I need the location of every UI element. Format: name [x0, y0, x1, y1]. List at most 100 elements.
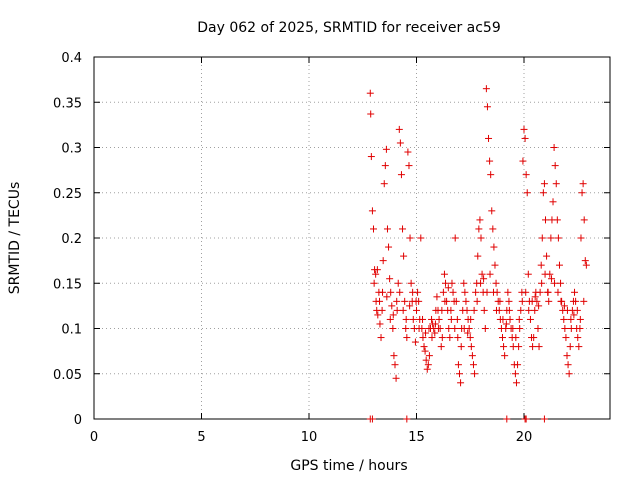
- data-point: [449, 288, 457, 296]
- data-point: [373, 266, 381, 274]
- data-point: [441, 297, 449, 305]
- data-point: [399, 306, 407, 314]
- data-point: [376, 320, 384, 328]
- data-point: [442, 279, 450, 287]
- data-point: [563, 352, 571, 360]
- data-point: [512, 379, 520, 387]
- data-point: [531, 306, 539, 314]
- data-point: [435, 315, 443, 323]
- y-tick-label: 0.05: [53, 368, 82, 383]
- data-point: [506, 315, 514, 323]
- data-point: [504, 288, 512, 296]
- data-point: [581, 257, 589, 265]
- data-point: [386, 275, 394, 283]
- data-point: [557, 297, 565, 305]
- data-point: [444, 284, 452, 292]
- data-point: [538, 234, 546, 242]
- data-point: [578, 189, 586, 197]
- data-point: [397, 171, 405, 179]
- data-point: [512, 334, 520, 342]
- data-point: [374, 311, 382, 319]
- data-point: [422, 356, 430, 364]
- data-point: [539, 189, 547, 197]
- data-point: [405, 162, 413, 170]
- data-point: [419, 334, 427, 342]
- data-point: [380, 180, 388, 188]
- data-point: [551, 162, 559, 170]
- data-point: [411, 338, 419, 346]
- data-point: [451, 234, 459, 242]
- data-point: [536, 288, 544, 296]
- data-point: [474, 252, 482, 260]
- data-point: [560, 302, 568, 310]
- data-point: [402, 325, 410, 332]
- data-point: [399, 225, 407, 233]
- data-point: [499, 315, 507, 323]
- data-point: [531, 293, 539, 301]
- data-point: [482, 85, 490, 93]
- data-point: [368, 415, 376, 423]
- data-point: [535, 343, 543, 351]
- data-point: [386, 315, 394, 323]
- data-point: [403, 334, 411, 342]
- data-point: [570, 311, 578, 319]
- data-point: [460, 279, 468, 287]
- data-point: [379, 257, 387, 265]
- data-point: [520, 125, 528, 133]
- data-point: [486, 270, 494, 278]
- data-point: [393, 306, 401, 314]
- data-point: [379, 288, 387, 296]
- data-point: [505, 297, 513, 305]
- data-point: [469, 361, 477, 369]
- data-point: [541, 270, 549, 278]
- data-point: [562, 334, 570, 342]
- data-point: [464, 329, 472, 337]
- data-point: [481, 325, 489, 332]
- data-point: [567, 315, 575, 323]
- data-point: [530, 334, 538, 342]
- data-point: [551, 279, 559, 287]
- y-tick-label: 0.25: [53, 187, 82, 202]
- data-point: [424, 361, 432, 369]
- data-point: [396, 288, 404, 296]
- data-point: [529, 343, 537, 351]
- data-point: [473, 297, 481, 305]
- axis-ticks: [93, 56, 610, 420]
- data-point: [376, 297, 384, 305]
- data-point: [385, 243, 393, 251]
- data-point: [553, 216, 561, 224]
- data-point: [428, 334, 436, 342]
- x-axis-title: GPS time / hours: [290, 458, 407, 474]
- data-point: [564, 361, 572, 369]
- data-point: [485, 134, 493, 142]
- data-point: [489, 288, 497, 296]
- data-point: [538, 279, 546, 287]
- data-point: [478, 270, 486, 278]
- data-point: [501, 352, 509, 360]
- data-point: [456, 370, 463, 378]
- data-point: [370, 279, 378, 287]
- data-point: [400, 252, 408, 260]
- data-point: [377, 334, 385, 342]
- data-point: [574, 334, 582, 342]
- data-point: [563, 306, 571, 314]
- data-point: [576, 315, 584, 323]
- data-point: [454, 361, 462, 369]
- data-point: [393, 297, 401, 305]
- data-point: [534, 325, 542, 332]
- data-point: [406, 234, 414, 242]
- data-point: [518, 297, 526, 305]
- data-point: [434, 325, 442, 332]
- data-point: [437, 343, 445, 351]
- data-point: [492, 279, 500, 287]
- data-point: [366, 89, 374, 97]
- data-point: [487, 171, 495, 179]
- data-point: [554, 234, 562, 242]
- y-tick-label: 0: [74, 413, 82, 428]
- data-point: [390, 352, 398, 360]
- data-point: [537, 261, 545, 269]
- data-point: [550, 144, 558, 151]
- data-point: [389, 325, 397, 332]
- data-point: [394, 279, 402, 287]
- data-point: [516, 325, 524, 332]
